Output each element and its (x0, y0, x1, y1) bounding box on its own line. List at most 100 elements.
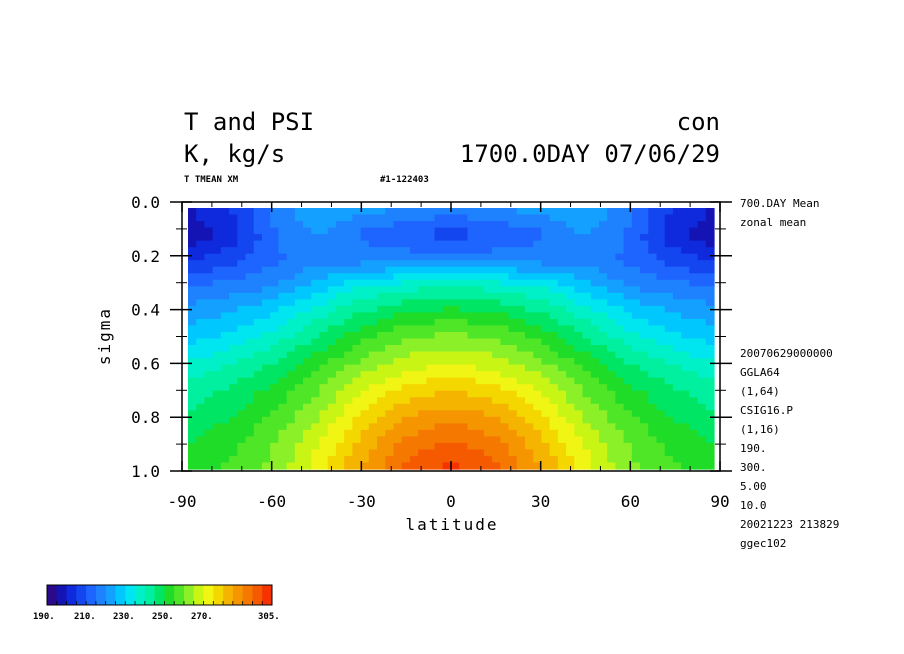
heatmap-cell (294, 227, 304, 235)
heatmap-cell (574, 266, 584, 274)
heatmap-cell (533, 338, 543, 346)
heatmap-cell (344, 351, 353, 359)
heatmap-cell (229, 279, 238, 287)
heatmap-cell (705, 273, 715, 281)
heatmap-cell (237, 416, 247, 424)
heatmap-cell (648, 345, 658, 353)
heatmap-cell (648, 325, 658, 333)
heatmap-cell (196, 279, 206, 287)
heatmap-cell (253, 273, 263, 281)
heatmap-cell (508, 436, 518, 444)
heatmap-cell (475, 423, 485, 431)
heatmap-cell (253, 364, 263, 372)
heatmap-cell (648, 234, 658, 242)
heatmap-cell (615, 279, 625, 287)
heatmap-cell (212, 331, 222, 340)
heatmap-cell (377, 208, 386, 216)
heatmap-cell (385, 358, 395, 366)
heatmap-cell (426, 299, 436, 307)
heatmap-cell (475, 384, 485, 392)
heatmap-cell (590, 227, 600, 235)
heatmap-cell (442, 286, 452, 294)
heatmap-cell (607, 331, 616, 340)
heatmap-cell (196, 234, 206, 242)
heatmap-cell (451, 266, 460, 274)
heatmap-cell (615, 429, 625, 437)
heatmap-cell (582, 351, 592, 359)
heatmap-cell (689, 331, 699, 340)
heatmap-cell (549, 208, 559, 216)
heatmap-cell (377, 397, 386, 405)
heatmap-cell (508, 358, 518, 366)
heatmap-cell (327, 338, 337, 346)
heatmap-cell (640, 377, 649, 385)
heatmap-cell (557, 227, 567, 235)
heatmap-cell (319, 331, 329, 340)
heatmap-cell (566, 358, 575, 366)
heatmap-cell (574, 338, 584, 346)
heatmap-cell (426, 338, 436, 346)
heatmap-cell (303, 208, 312, 216)
heatmap-cell (459, 221, 469, 229)
heatmap-cell (286, 279, 296, 287)
heatmap-cell (566, 384, 575, 392)
heatmap-cell (303, 429, 312, 437)
heatmap-cell (253, 331, 263, 340)
heatmap-cell (385, 416, 395, 424)
heatmap-cell (196, 208, 206, 216)
heatmap-cell (311, 384, 321, 392)
heatmap-cell (566, 266, 575, 274)
heatmap-cell (541, 312, 551, 320)
heatmap-cell (705, 442, 715, 451)
heatmap-cell (409, 247, 419, 255)
heatmap-cell (426, 286, 436, 294)
heatmap-cell (212, 208, 222, 216)
heatmap-cell (590, 325, 600, 333)
heatmap-cell (335, 318, 345, 327)
heatmap-cell (557, 331, 567, 340)
heatmap-cell (401, 358, 411, 366)
heatmap-cell (533, 449, 543, 457)
heatmap-cell (327, 410, 337, 418)
heatmap-cell (245, 331, 255, 340)
heatmap-cell (582, 429, 592, 437)
heatmap-cell (270, 371, 280, 379)
heatmap-cell (344, 403, 353, 411)
heatmap-cell (360, 371, 370, 379)
side-info-line: zonal mean (740, 216, 806, 229)
heatmap-cell (672, 358, 682, 366)
heatmap-cell (574, 279, 584, 287)
heatmap-cell (196, 429, 206, 437)
y-tick-label: 0.8 (131, 408, 160, 427)
heatmap-cell (344, 384, 353, 392)
heatmap-cell (524, 260, 534, 268)
heatmap-cell (459, 312, 469, 320)
heatmap-cell (590, 358, 600, 366)
heatmap-cell (681, 247, 690, 255)
heatmap-cell (278, 299, 288, 307)
heatmap-cell (442, 384, 452, 392)
heatmap-cell (500, 214, 510, 222)
heatmap-cell (220, 312, 230, 320)
heatmap-cell (229, 429, 238, 437)
heatmap-cell (557, 240, 567, 248)
heatmap-cell (582, 279, 592, 287)
heatmap-cell (516, 299, 526, 307)
heatmap-cell (401, 312, 411, 320)
heatmap-cell (327, 416, 337, 424)
heatmap-cell (393, 325, 403, 333)
heatmap-cell (434, 299, 444, 307)
heatmap-cell (204, 279, 214, 287)
heatmap-cell (204, 299, 214, 307)
heatmap-cell (319, 312, 329, 320)
heatmap-cell (188, 442, 197, 451)
heatmap-cell (286, 273, 296, 281)
heatmap-cell (401, 338, 411, 346)
heatmap-cell (253, 214, 263, 222)
heatmap-cell (697, 358, 707, 366)
heatmap-cell (393, 214, 403, 222)
heatmap-cell (245, 299, 255, 307)
heatmap-cell (426, 253, 436, 261)
heatmap-cell (672, 377, 682, 385)
